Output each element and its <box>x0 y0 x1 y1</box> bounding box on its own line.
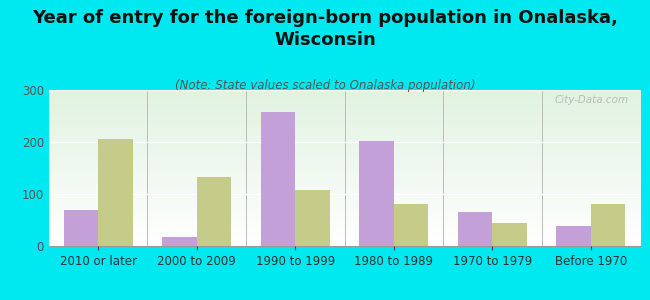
Bar <box>394 204 428 246</box>
Bar <box>359 141 394 246</box>
Text: City-Data.com: City-Data.com <box>554 95 629 105</box>
Bar <box>162 237 196 246</box>
Text: Year of entry for the foreign-born population in Onalaska,
Wisconsin: Year of entry for the foreign-born popul… <box>32 9 618 49</box>
Bar <box>591 204 625 246</box>
Bar <box>98 140 133 246</box>
Bar <box>493 223 527 246</box>
Legend: Onalaska, Wisconsin: Onalaska, Wisconsin <box>246 297 443 300</box>
Bar <box>196 177 231 246</box>
Text: (Note: State values scaled to Onalaska population): (Note: State values scaled to Onalaska p… <box>175 80 475 92</box>
Bar <box>295 190 330 246</box>
Bar <box>261 112 295 246</box>
Bar <box>556 226 591 246</box>
Bar <box>458 212 493 246</box>
Bar <box>64 210 98 246</box>
